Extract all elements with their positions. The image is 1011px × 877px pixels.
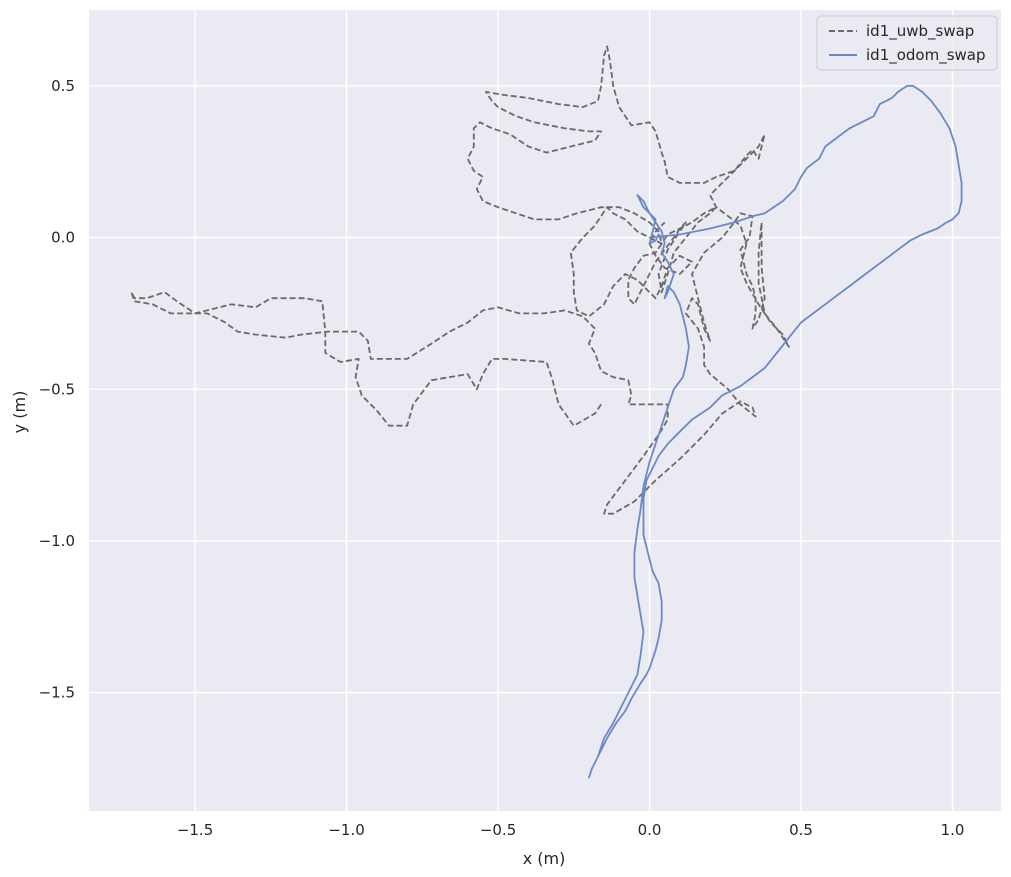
x-tick-label: −0.5 [480, 821, 516, 839]
series-layer [130, 45, 963, 779]
y-tick-label: −0.5 [39, 380, 75, 398]
legend: id1_uwb_swap id1_odom_swap [816, 15, 998, 71]
x-axis-label: x (m) [523, 849, 566, 868]
series-line-id1-uwb-swap [130, 45, 790, 515]
x-tick-label: −1.0 [328, 821, 364, 839]
y-tick-label: −1.5 [39, 684, 75, 702]
legend-odom-label: id1_odom_swap [866, 46, 986, 65]
x-tick-label: −1.5 [177, 821, 213, 839]
x-tick-label: 0.5 [789, 821, 813, 839]
y-tick-label: −1.0 [39, 532, 75, 550]
grid-lines [89, 10, 1001, 811]
plot-background [89, 10, 1001, 811]
y-axis-label: y (m) [10, 391, 29, 434]
y-tick-label: 0.0 [51, 229, 75, 247]
legend-box [816, 15, 998, 71]
y-tick-labels: 0.5 0.0 −0.5 −1.0 −1.5 [39, 77, 75, 702]
x-tick-labels: −1.5 −1.0 −0.5 0.0 0.5 1.0 [177, 821, 965, 839]
series-line-id1-odom-swap [588, 85, 963, 779]
legend-uwb-label: id1_uwb_swap [866, 22, 974, 41]
y-tick-label: 0.5 [51, 77, 75, 95]
x-tick-label: 0.0 [638, 821, 662, 839]
x-tick-label: 1.0 [941, 821, 965, 839]
